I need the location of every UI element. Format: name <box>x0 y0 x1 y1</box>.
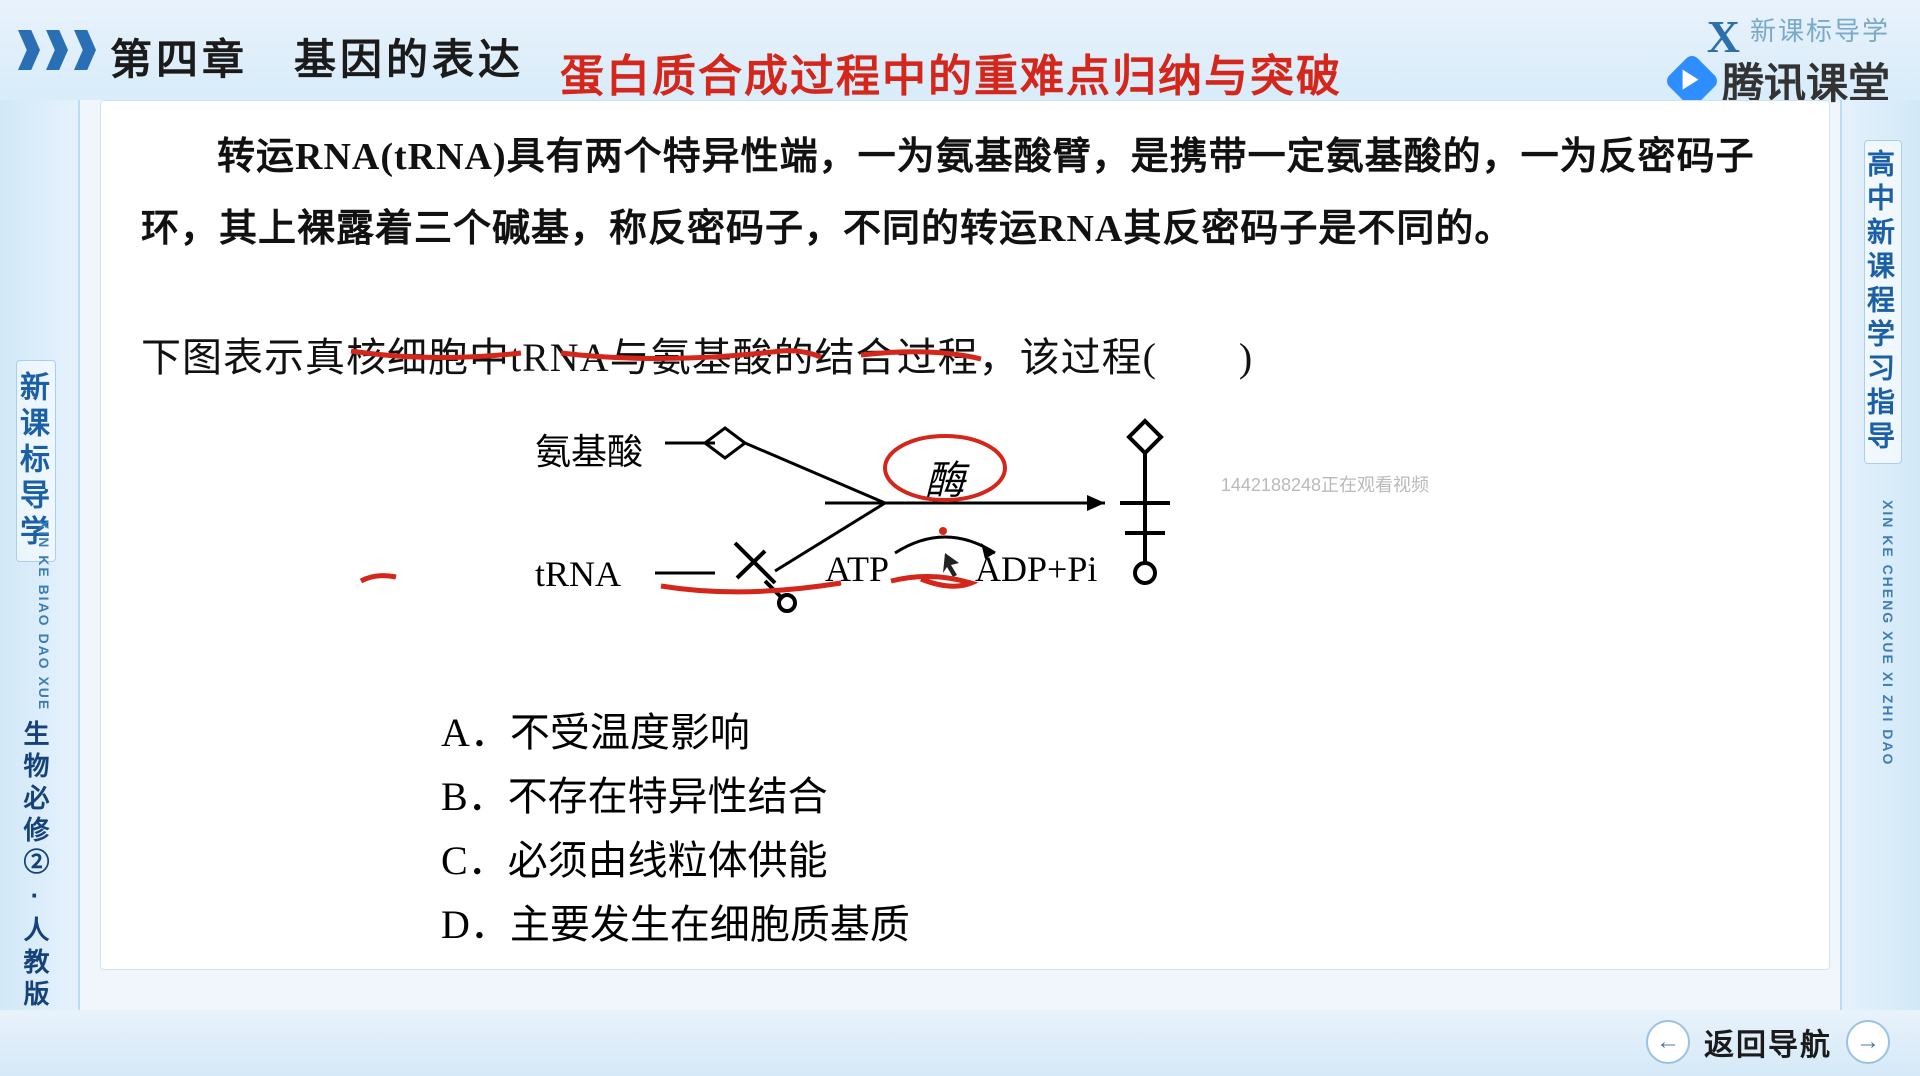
watermark-text: 1442188248正在观看视频 <box>1221 471 1429 497</box>
chapter-label: 第四章 基因的表达 <box>110 26 524 87</box>
option-d[interactable]: D．主要发生在细胞质基质 <box>441 895 1789 955</box>
left-sidebar: 新课标导学 XIN KE BIAO DAO XUE 生物必修②·人教版 <box>0 100 80 1030</box>
nav-group: ← 返回导航 → <box>1646 1020 1890 1064</box>
brand-cn: 新课标导学 <box>1750 16 1890 46</box>
page-title: 蛋白质合成过程中的重难点归纳与突破 <box>560 40 1342 104</box>
answer-options: A．不受温度影响 B．不存在特异性结合 C．必须由线粒体供能 D．主要发生在细胞… <box>441 703 1789 955</box>
diagram-label-aminoacid: 氨基酸 <box>535 423 643 475</box>
option-a[interactable]: A．不受温度影响 <box>441 703 1789 763</box>
content-panel: 转运RNA(tRNA)具有两个特异性端，一为氨基酸臂，是携带一定氨基酸的，一为反… <box>100 100 1830 970</box>
chevron-decor <box>18 30 96 70</box>
left-sidebar-subject: 生物必修②·人教版 <box>18 720 54 1012</box>
explanation-paragraph: 转运RNA(tRNA)具有两个特异性端，一为氨基酸臂，是携带一定氨基酸的，一为反… <box>141 121 1789 265</box>
diagram-label-atp: ATP <box>825 548 889 590</box>
option-b[interactable]: B．不存在特异性结合 <box>441 767 1789 827</box>
nav-back-label[interactable]: 返回导航 <box>1704 1020 1832 1064</box>
header-band: 第四章 基因的表达 蛋白质合成过程中的重难点归纳与突破 X 新课标导学 腾讯课堂 <box>0 0 1920 100</box>
bottom-bar: ← 返回导航 → <box>0 1010 1920 1076</box>
trna-diagram: 氨基酸 tRNA 酶 ATP ADP+Pi <box>465 403 1465 663</box>
nav-next-button[interactable]: → <box>1846 1020 1890 1064</box>
left-sidebar-pinyin: XIN KE BIAO DAO XUE <box>22 520 52 711</box>
diagram-label-enzyme: 酶 <box>925 448 965 506</box>
diagram-label-adp: ADP+Pi <box>975 548 1097 590</box>
right-sidebar-title: 高中新课程学习指导 <box>1864 140 1902 464</box>
option-c[interactable]: C．必须由线粒体供能 <box>441 831 1789 891</box>
right-sidebar-pinyin: XIN KE CHENG XUE XI ZHI DAO <box>1866 500 1896 766</box>
nav-prev-button[interactable]: ← <box>1646 1020 1690 1064</box>
right-sidebar: 高中新课程学习指导 XIN KE CHENG XUE XI ZHI DAO <box>1840 100 1920 1030</box>
question-stem: 下图表示真核细胞中tRNA与氨基酸的结合过程，该过程( ) <box>141 325 1789 383</box>
diagram-label-trna: tRNA <box>535 553 621 595</box>
